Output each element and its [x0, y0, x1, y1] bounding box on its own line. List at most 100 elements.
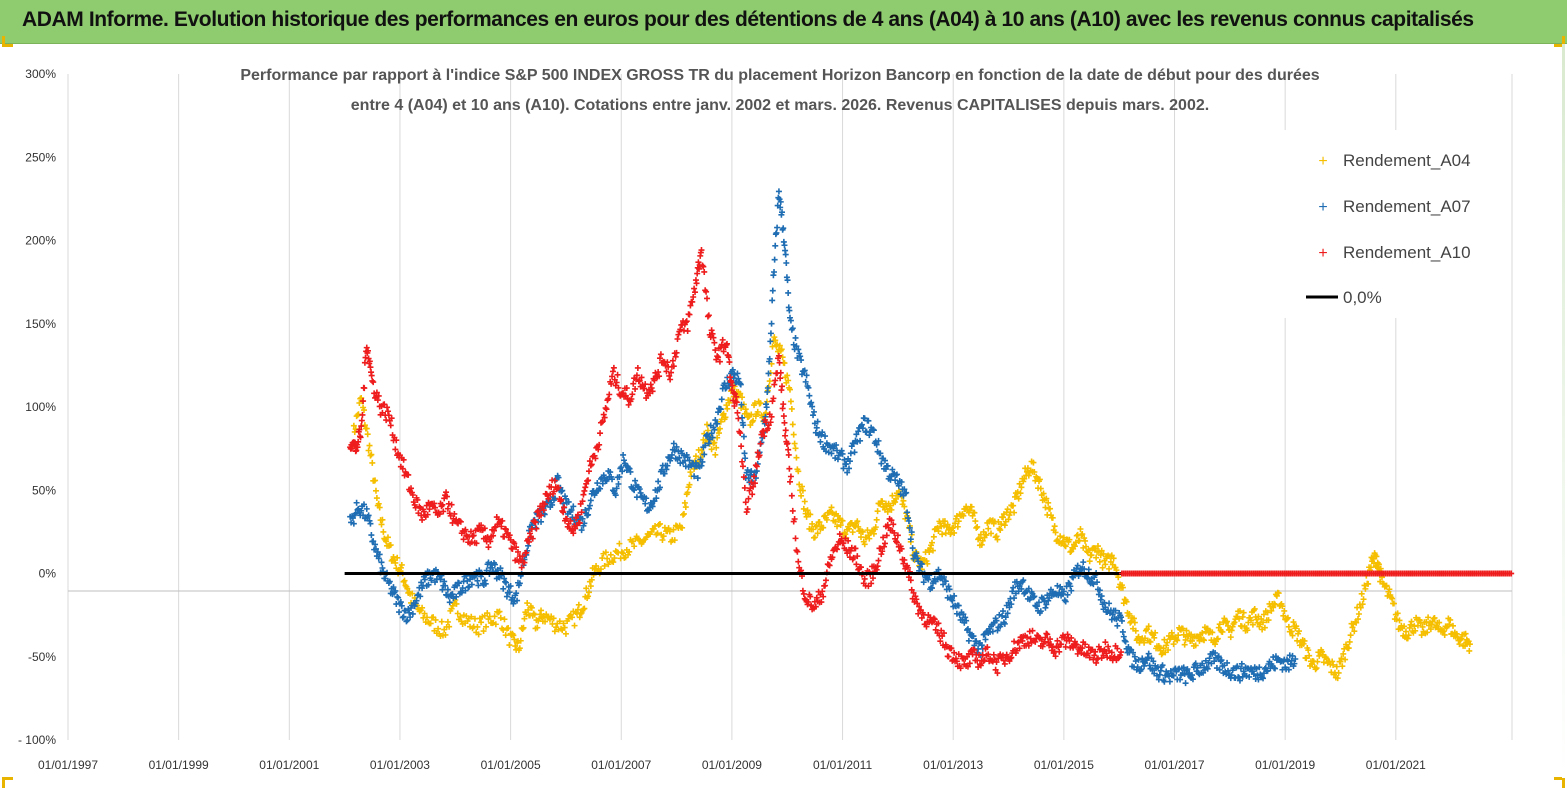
data-point — [1054, 637, 1061, 644]
data-point — [787, 473, 794, 480]
data-point — [664, 462, 671, 469]
data-point — [1417, 620, 1424, 627]
data-point — [1088, 552, 1095, 559]
data-point — [810, 412, 817, 419]
data-point — [562, 495, 569, 502]
data-point — [679, 524, 686, 531]
data-point — [776, 359, 783, 366]
data-point — [616, 473, 623, 480]
data-point — [687, 302, 694, 309]
data-point — [832, 518, 839, 525]
data-point — [1404, 635, 1411, 642]
data-point — [503, 593, 510, 600]
data-point — [355, 438, 362, 445]
data-point — [898, 545, 905, 552]
data-point — [699, 262, 706, 269]
data-point — [814, 530, 821, 537]
data-point — [870, 530, 877, 537]
data-point — [510, 632, 517, 639]
data-point — [944, 521, 951, 528]
data-point — [951, 592, 958, 599]
data-point — [1114, 645, 1121, 652]
data-point — [866, 535, 873, 542]
x-tick-label: 01/01/2011 — [813, 758, 872, 772]
data-point — [432, 616, 439, 623]
data-point — [978, 642, 985, 649]
data-point — [737, 390, 744, 397]
data-point — [739, 394, 746, 401]
data-point — [810, 408, 817, 415]
data-point — [610, 559, 617, 566]
data-point — [1018, 585, 1025, 592]
data-point — [771, 381, 778, 388]
data-point — [1182, 680, 1189, 687]
data-point — [1405, 632, 1412, 639]
data-point — [520, 624, 527, 631]
data-point — [1079, 531, 1086, 538]
data-point — [664, 359, 671, 366]
x-tick-label: 01/01/2009 — [702, 758, 762, 772]
data-point — [1000, 608, 1006, 615]
data-point — [1043, 630, 1050, 637]
data-point — [1423, 618, 1430, 625]
data-point — [1057, 533, 1064, 540]
data-point — [1119, 584, 1126, 591]
data-point — [421, 610, 428, 617]
data-point — [745, 495, 752, 502]
data-point — [585, 511, 592, 518]
x-tick-label: 01/01/2013 — [923, 758, 983, 772]
data-point — [764, 384, 771, 391]
data-point — [1447, 616, 1454, 623]
data-point — [786, 307, 793, 314]
data-point — [1284, 615, 1291, 622]
data-point — [1424, 629, 1431, 636]
data-point — [1051, 523, 1058, 530]
data-point — [997, 527, 1004, 534]
data-point — [378, 521, 385, 528]
data-point — [1138, 666, 1145, 673]
data-point — [1353, 619, 1360, 626]
data-point — [822, 582, 829, 589]
data-point — [974, 523, 981, 530]
x-tick-label: 01/01/2005 — [481, 758, 541, 772]
data-point — [684, 328, 691, 335]
data-point — [521, 559, 528, 566]
y-tick-label: 0% — [39, 567, 57, 581]
data-point — [1367, 564, 1374, 571]
data-point — [1401, 623, 1408, 630]
data-point — [595, 446, 602, 453]
data-point — [442, 582, 449, 589]
data-point — [621, 457, 628, 464]
data-point — [633, 372, 640, 379]
data-point — [942, 530, 949, 537]
data-point — [850, 554, 857, 561]
data-point — [704, 433, 711, 440]
data-point — [1428, 621, 1435, 628]
data-point — [529, 535, 536, 542]
data-point — [888, 506, 895, 513]
data-point — [587, 497, 594, 504]
data-point — [582, 484, 589, 491]
data-point — [698, 462, 705, 469]
data-point — [1216, 621, 1223, 628]
data-point — [874, 508, 881, 515]
legend-item-a04: + Rendement_A04 — [1318, 151, 1470, 170]
data-point — [929, 585, 936, 592]
data-point — [690, 294, 697, 301]
data-point — [446, 599, 453, 606]
data-point — [1458, 635, 1465, 642]
data-point — [1301, 637, 1308, 644]
data-point — [1164, 639, 1171, 646]
data-point — [558, 496, 565, 503]
data-point — [1240, 609, 1247, 616]
data-point — [1080, 559, 1087, 566]
data-point — [766, 355, 773, 362]
data-point — [1199, 629, 1206, 636]
data-point — [965, 637, 972, 644]
data-point — [846, 458, 853, 465]
data-point — [769, 287, 776, 294]
data-point — [772, 242, 779, 249]
data-point — [558, 488, 565, 495]
data-point — [441, 578, 448, 585]
data-point — [607, 469, 614, 476]
